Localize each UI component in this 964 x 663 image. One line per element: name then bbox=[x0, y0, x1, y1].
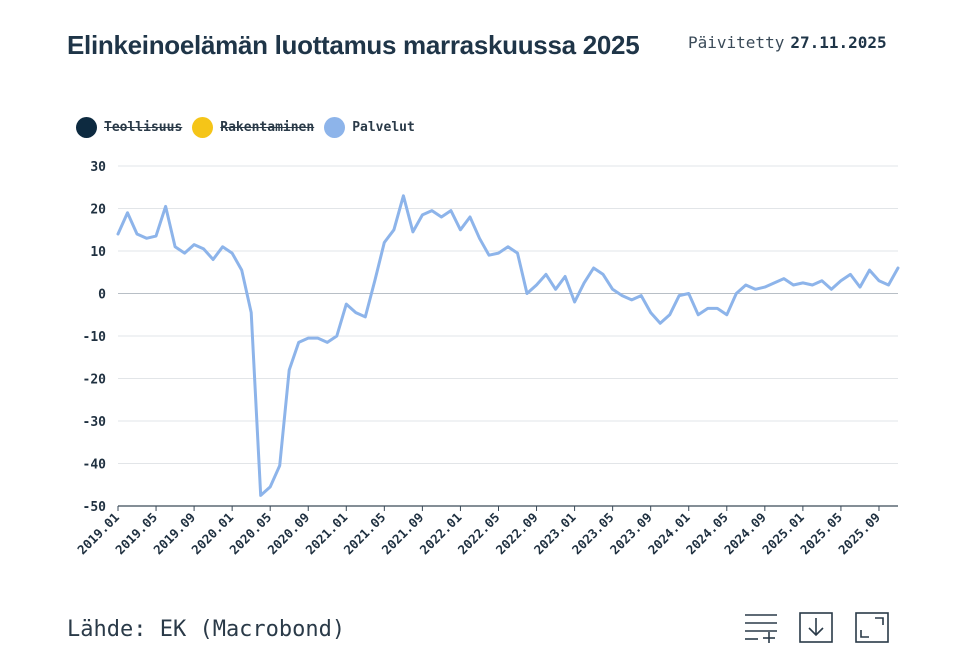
y-tick-label: 20 bbox=[90, 203, 106, 218]
source-note: Lähde: EK (Macrobond) bbox=[67, 617, 346, 642]
legend-label: Palvelut bbox=[352, 120, 415, 135]
legend-marker bbox=[76, 117, 97, 138]
x-tick-label: 2025.09 bbox=[835, 510, 883, 558]
line-chart: 3020100-10-20-30-40-502019.012019.052019… bbox=[74, 160, 900, 558]
legend-marker bbox=[192, 117, 214, 138]
legend-label: Teollisuus bbox=[104, 120, 183, 135]
download-icon[interactable] bbox=[799, 612, 833, 643]
y-tick-label: -20 bbox=[83, 373, 107, 388]
legend-item-palvelut[interactable]: Palvelut bbox=[324, 117, 415, 138]
updated-info: Päivitetty 27.11.2025 bbox=[688, 33, 887, 52]
updated-label: Päivitetty bbox=[688, 33, 785, 52]
legend-marker bbox=[324, 117, 346, 138]
series-line-palvelut bbox=[116, 194, 900, 497]
legend-item-rakentaminen[interactable]: Rakentaminen bbox=[192, 117, 314, 138]
y-tick-label: 10 bbox=[90, 245, 106, 260]
y-tick-label: 30 bbox=[90, 160, 106, 175]
list-add-icon[interactable] bbox=[744, 612, 778, 643]
legend-item-teollisuus[interactable]: Teollisuus bbox=[76, 117, 182, 138]
y-tick-label: -10 bbox=[83, 330, 107, 345]
updated-date: 27.11.2025 bbox=[790, 33, 887, 52]
legend-label: Rakentaminen bbox=[220, 120, 315, 135]
chart-title: Elinkeinoelämän luottamus marraskuussa 2… bbox=[67, 30, 640, 60]
y-tick-label: 0 bbox=[98, 288, 106, 303]
chart-legend: Teollisuus Rakentaminen Palvelut bbox=[76, 117, 425, 138]
y-tick-label: -50 bbox=[83, 500, 107, 515]
y-tick-label: -30 bbox=[83, 415, 107, 430]
y-tick-label: -40 bbox=[83, 458, 107, 473]
fullscreen-icon[interactable] bbox=[855, 612, 889, 643]
